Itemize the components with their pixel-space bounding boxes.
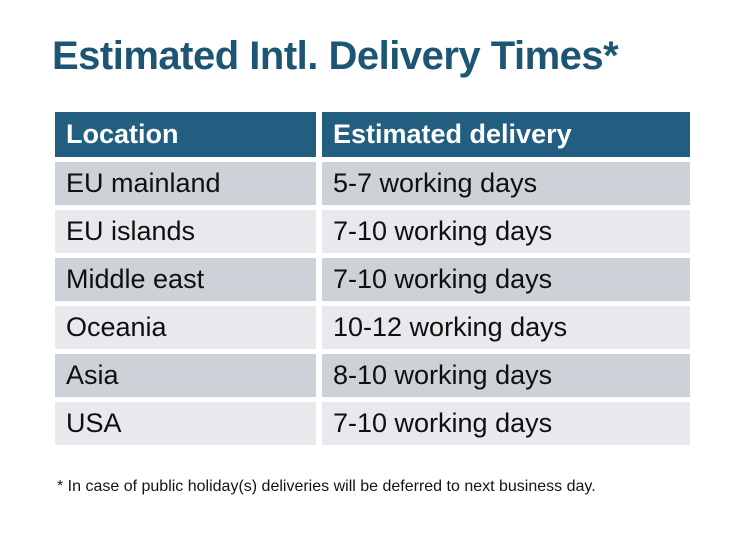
footnote: * In case of public holiday(s) deliverie…	[57, 478, 596, 495]
table-cell-delivery: 10-12 working days	[322, 306, 690, 349]
table-cell-location: Oceania	[55, 306, 316, 349]
page-title: Estimated Intl. Delivery Times*	[52, 34, 619, 78]
column-header-estimated-delivery: Estimated delivery	[322, 112, 690, 157]
delivery-times-table: Location Estimated delivery EU mainland …	[55, 112, 690, 445]
table-cell-delivery: 5-7 working days	[322, 162, 690, 205]
column-header-location: Location	[55, 112, 316, 157]
table-cell-location: Middle east	[55, 258, 316, 301]
table-cell-delivery: 7-10 working days	[322, 210, 690, 253]
table-cell-delivery: 7-10 working days	[322, 402, 690, 445]
table-cell-location: Asia	[55, 354, 316, 397]
table-cell-delivery: 8-10 working days	[322, 354, 690, 397]
table-cell-delivery: 7-10 working days	[322, 258, 690, 301]
table-cell-location: EU mainland	[55, 162, 316, 205]
table-cell-location: EU islands	[55, 210, 316, 253]
table-cell-location: USA	[55, 402, 316, 445]
